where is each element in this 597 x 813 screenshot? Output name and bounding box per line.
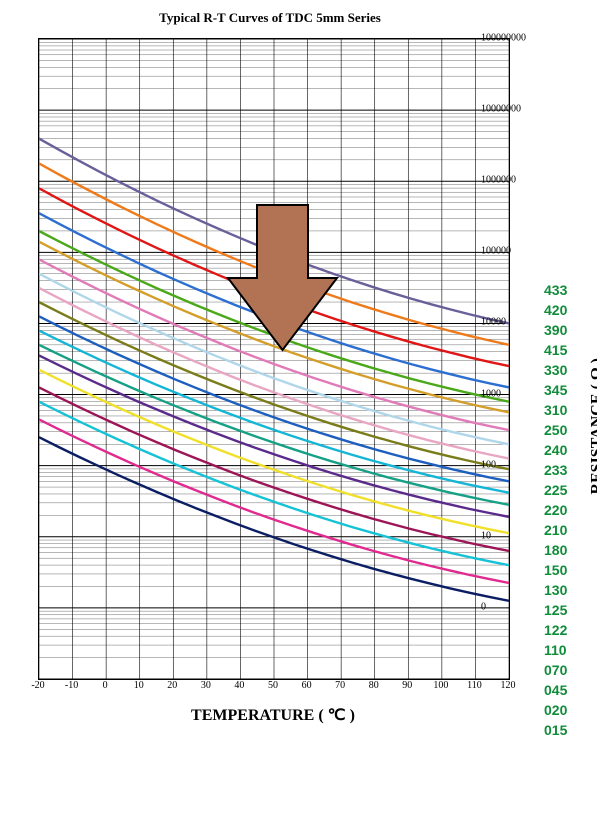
series-code: 150 <box>544 560 567 580</box>
y-tick: 100000000 <box>481 33 526 44</box>
x-tick: 90 <box>402 680 412 691</box>
series-code-list: 4334203904153303453102502402332252202101… <box>544 280 567 740</box>
y-tick: 100000 <box>481 246 511 257</box>
x-tick: 100 <box>433 680 448 691</box>
series-code: 225 <box>544 480 567 500</box>
y-tick-labels: 0101001000100001000001000000100000001000… <box>481 38 541 678</box>
series-code: 070 <box>544 660 567 680</box>
x-tick: 40 <box>234 680 244 691</box>
y-tick: 10000000 <box>481 104 521 115</box>
x-tick: 20 <box>167 680 177 691</box>
down-arrow-annotation <box>225 200 340 355</box>
x-tick: 10 <box>134 680 144 691</box>
series-code: 015 <box>544 720 567 740</box>
plot-svg <box>39 39 509 679</box>
x-tick: 70 <box>335 680 345 691</box>
x-tick: 110 <box>467 680 482 691</box>
x-tick: -20 <box>31 680 44 691</box>
series-code: 420 <box>544 300 567 320</box>
y-axis-label: RESISTANCE ( Ω ) <box>589 358 597 495</box>
chart-title: Typical R-T Curves of TDC 5mm Series <box>0 10 540 26</box>
x-tick: 80 <box>369 680 379 691</box>
series-code: 433 <box>544 280 567 300</box>
plot-area <box>38 38 510 680</box>
x-tick-labels: -20-100102030405060708090100110120 <box>38 680 508 696</box>
series-code: 345 <box>544 380 567 400</box>
x-tick: -10 <box>65 680 78 691</box>
y-tick: 10000 <box>481 317 506 328</box>
x-tick: 0 <box>103 680 108 691</box>
y-tick: 10 <box>481 530 491 541</box>
y-tick: 0 <box>481 601 486 612</box>
series-code: 415 <box>544 340 567 360</box>
x-tick: 60 <box>302 680 312 691</box>
series-code: 330 <box>544 360 567 380</box>
series-code: 122 <box>544 620 567 640</box>
y-tick: 1000000 <box>481 175 516 186</box>
series-code: 125 <box>544 600 567 620</box>
x-tick: 30 <box>201 680 211 691</box>
series-code: 240 <box>544 440 567 460</box>
series-code: 233 <box>544 460 567 480</box>
x-tick: 120 <box>501 680 516 691</box>
series-code: 310 <box>544 400 567 420</box>
chart-container: Typical R-T Curves of TDC 5mm Series -20… <box>0 0 597 813</box>
series-code: 220 <box>544 500 567 520</box>
y-tick: 100 <box>481 459 496 470</box>
series-code: 180 <box>544 540 567 560</box>
series-code: 130 <box>544 580 567 600</box>
series-code: 110 <box>544 640 567 660</box>
series-code: 250 <box>544 420 567 440</box>
series-code: 210 <box>544 520 567 540</box>
series-code: 045 <box>544 680 567 700</box>
series-code: 020 <box>544 700 567 720</box>
x-axis-label: TEMPERATURE ( ℃ ) <box>38 705 508 725</box>
series-code: 390 <box>544 320 567 340</box>
y-tick: 1000 <box>481 388 501 399</box>
x-tick: 50 <box>268 680 278 691</box>
